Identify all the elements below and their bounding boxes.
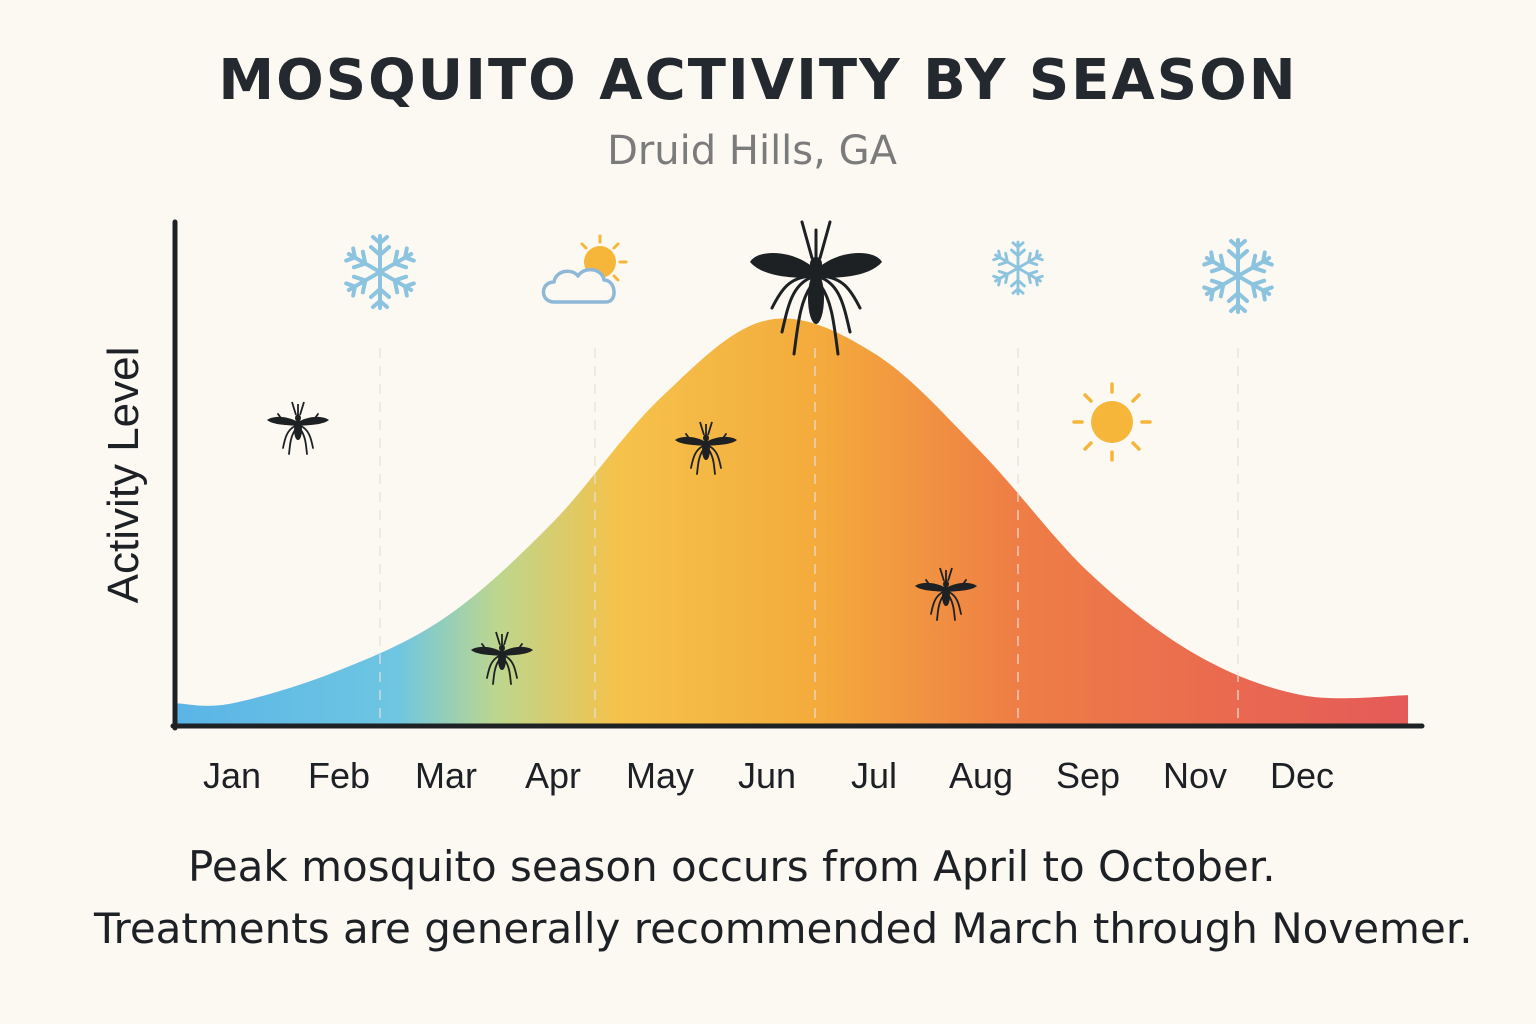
x-tick-label: Jun: [738, 755, 796, 796]
x-tick-label: Jan: [203, 755, 261, 796]
x-tick-label: Sep: [1056, 755, 1120, 796]
snowflake-icon: [344, 236, 415, 308]
x-tick-label: May: [626, 755, 694, 796]
sun-icon: [1072, 382, 1152, 462]
month-guides: [379, 348, 1239, 722]
x-tick-label: Jul: [851, 755, 897, 796]
x-tick-label: Mar: [415, 755, 477, 796]
footnote-line-1: Peak mosquito season occurs from April t…: [188, 842, 1276, 891]
snowflake-icon: [992, 242, 1043, 294]
page-subtitle: Druid Hills, GA: [607, 128, 897, 174]
x-tick-labels: Jan Feb Mar Apr May Jun Jul Aug Sep Nov Dec: [203, 755, 1334, 796]
activity-area: [177, 318, 1408, 724]
mosquito-icon: [750, 220, 882, 356]
x-tick-label: Nov: [1163, 755, 1227, 796]
page-title: MOSQUITO ACTIVITY BY SEASON: [218, 48, 1298, 113]
x-tick-label: Feb: [308, 755, 370, 796]
x-tick-label: Aug: [949, 755, 1013, 796]
footnote-line-2: Treatments are generally recommended Mar…: [94, 904, 1473, 953]
snowflake-icon: [1202, 240, 1273, 312]
x-tick-label: Dec: [1270, 755, 1334, 796]
x-tick-label: Apr: [525, 755, 581, 796]
y-axis-label: Activity Level: [99, 347, 148, 604]
mosquito-icon: [266, 401, 330, 455]
partly-cloudy-icon: [541, 234, 628, 304]
